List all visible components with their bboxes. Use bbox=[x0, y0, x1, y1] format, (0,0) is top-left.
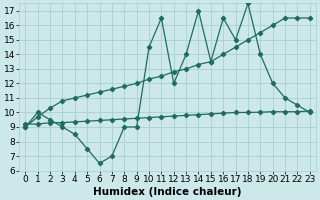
X-axis label: Humidex (Indice chaleur): Humidex (Indice chaleur) bbox=[93, 187, 242, 197]
